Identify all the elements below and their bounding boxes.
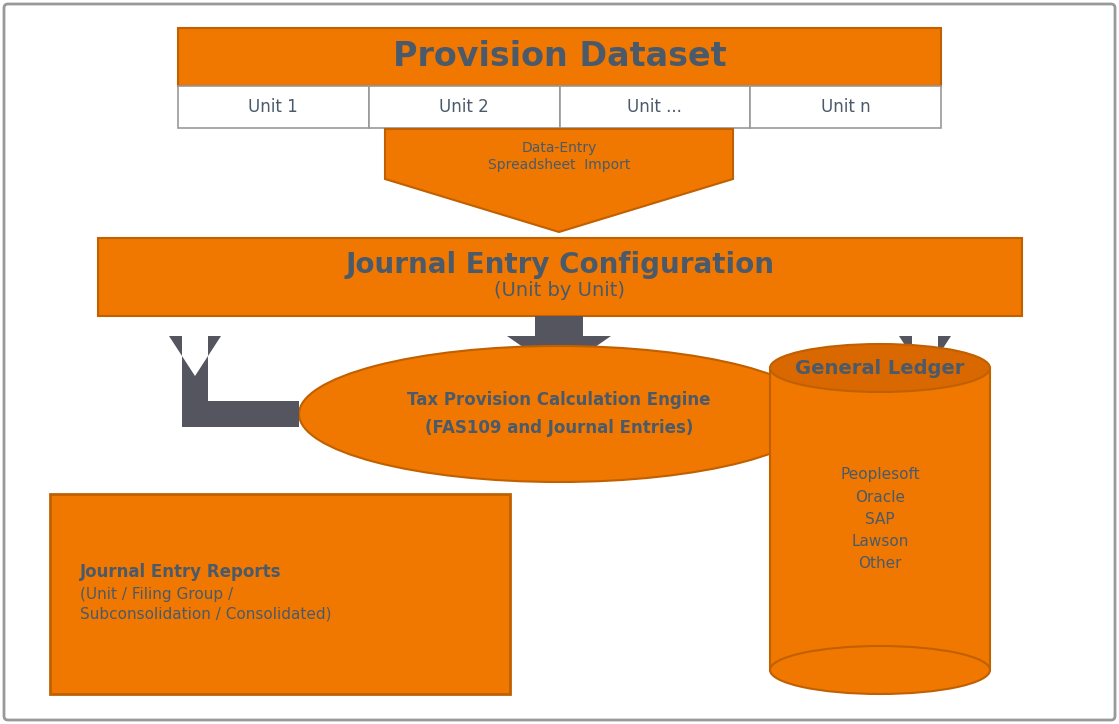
Text: Unit 1: Unit 1 — [248, 98, 299, 116]
Text: Other: Other — [858, 555, 902, 571]
Text: Lawson: Lawson — [852, 534, 909, 549]
Text: (Unit by Unit): (Unit by Unit) — [495, 280, 626, 300]
Polygon shape — [169, 336, 299, 427]
Bar — [50, 494, 510, 694]
Text: (FAS109 and Journal Entries): (FAS109 and Journal Entries) — [425, 419, 693, 437]
Bar — [770, 368, 990, 670]
Text: General Ledger: General Ledger — [796, 358, 965, 377]
Polygon shape — [385, 129, 733, 232]
Bar — [178, 28, 941, 86]
FancyBboxPatch shape — [4, 4, 1115, 720]
Bar — [98, 238, 1022, 316]
Text: Journal Entry Configuration: Journal Entry Configuration — [346, 251, 774, 279]
Text: Oracle: Oracle — [855, 489, 905, 505]
Text: Journal Entry Reports: Journal Entry Reports — [79, 563, 282, 581]
Text: Unit 2: Unit 2 — [440, 98, 489, 116]
Text: Peoplesoft: Peoplesoft — [840, 468, 920, 482]
Bar — [369, 86, 560, 128]
Text: Subconsolidation / Consolidated): Subconsolidation / Consolidated) — [79, 607, 331, 621]
Ellipse shape — [770, 344, 990, 392]
Text: Data-Entry: Data-Entry — [521, 141, 596, 155]
Ellipse shape — [770, 646, 990, 694]
Polygon shape — [507, 316, 611, 372]
Bar — [178, 86, 369, 128]
Bar — [560, 86, 750, 128]
Text: Spreadsheet  Import: Spreadsheet Import — [488, 158, 630, 172]
Bar — [750, 86, 941, 128]
Text: Unit n: Unit n — [821, 98, 871, 116]
Text: Provision Dataset: Provision Dataset — [393, 41, 726, 74]
Text: SAP: SAP — [865, 511, 895, 526]
Text: Tax Provision Calculation Engine: Tax Provision Calculation Engine — [407, 391, 711, 409]
Text: (Unit / Filing Group /: (Unit / Filing Group / — [79, 586, 233, 602]
Ellipse shape — [299, 346, 819, 482]
Text: Unit ...: Unit ... — [628, 98, 683, 116]
Polygon shape — [819, 336, 951, 427]
